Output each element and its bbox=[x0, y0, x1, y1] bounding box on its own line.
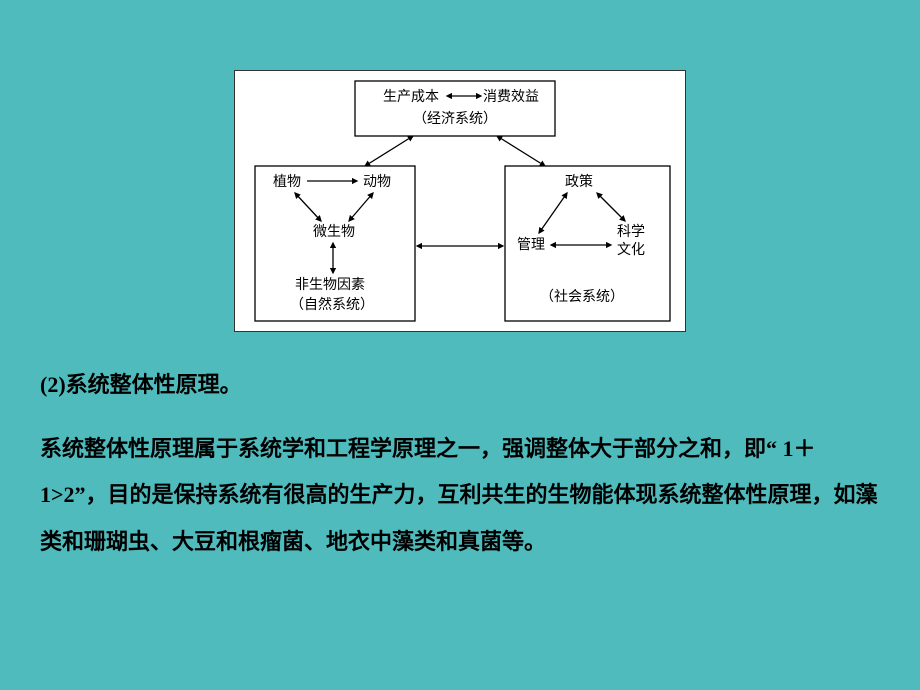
diagram-label: 文化 bbox=[617, 242, 645, 258]
diagram-label: 消费效益 bbox=[483, 89, 539, 105]
diagram-svg: 生产成本 消费效益 （经济系统） 植物 动物微生物非生物因素 （自然系统） 政策管理 科学文化… bbox=[235, 71, 685, 331]
diagram-label: 管理 bbox=[517, 237, 545, 253]
diagram-label: （社会系统） bbox=[540, 289, 624, 305]
diagram-arrow bbox=[365, 136, 413, 166]
diagram-label: 植物 bbox=[273, 174, 301, 190]
diagram-arrow bbox=[497, 136, 545, 166]
diagram-label: （经济系统） bbox=[413, 111, 497, 127]
diagram-label: 动物 bbox=[363, 174, 391, 190]
section-heading: (2)系统整体性原理。 bbox=[40, 362, 880, 408]
diagram-label: （自然系统） bbox=[290, 296, 374, 313]
diagram-label: 微生物 bbox=[313, 224, 355, 240]
body-text: (2)系统整体性原理。 系统整体性原理属于系统学和工程学原理之一，强调整体大于部… bbox=[40, 362, 880, 565]
diagram-label: 生产成本 bbox=[383, 89, 439, 105]
diagram-label: 政策 bbox=[565, 173, 593, 190]
diagram-label: 科学 bbox=[617, 224, 645, 240]
diagram-label: 非生物因素 bbox=[295, 277, 365, 293]
section-paragraph: 系统整体性原理属于系统学和工程学原理之一，强调整体大于部分之和，即“ 1＋1>2… bbox=[40, 426, 880, 565]
systems-diagram: 生产成本 消费效益 （经济系统） 植物 动物微生物非生物因素 （自然系统） 政策管理 科学文化… bbox=[234, 70, 686, 332]
